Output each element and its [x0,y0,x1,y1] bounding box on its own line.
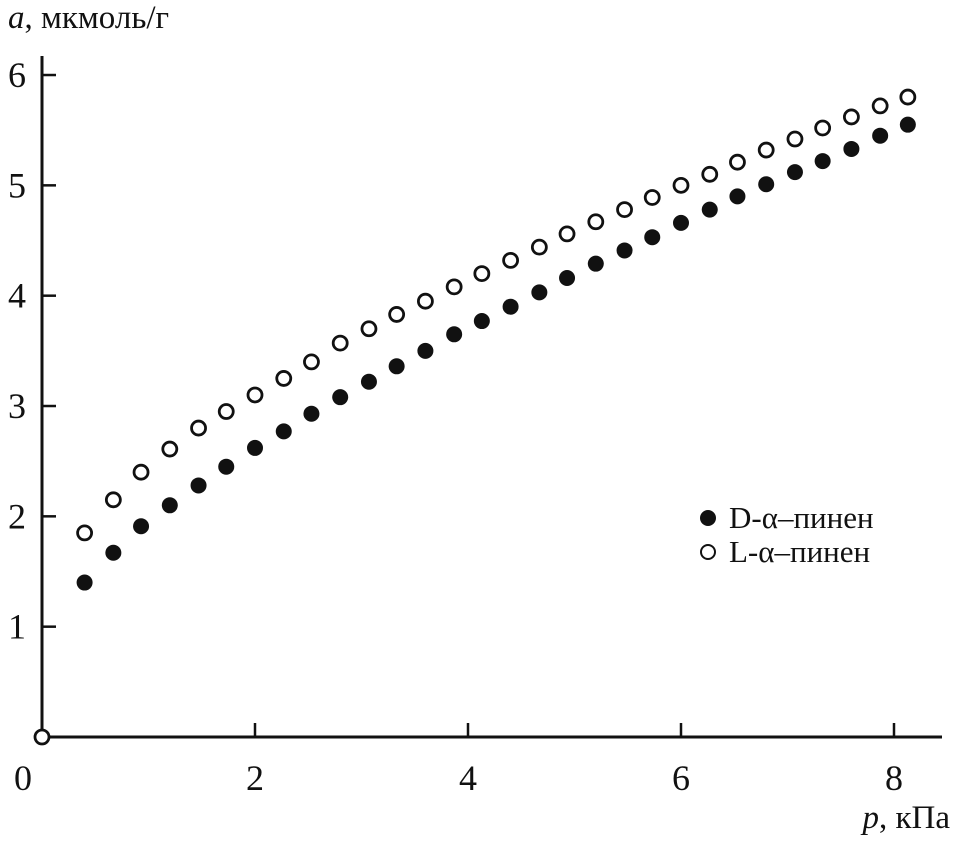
data-point-d-pinene [786,164,803,181]
y-tick-label: 4 [8,276,26,316]
data-point-l-pinene [843,108,860,126]
data-point-d-pinene [190,477,207,494]
data-point-d-pinene [644,229,661,246]
data-point-d-pinene [899,116,916,133]
y-tick-label: 5 [8,165,26,205]
data-point-l-pinene [871,97,889,115]
data-point-l-pinene [331,334,349,352]
y-tick-label: 2 [8,496,26,536]
data-point-l-pinene [217,403,235,420]
data-point-l-pinene [190,419,207,437]
data-point-d-pinene [843,140,860,157]
data-point-l-pinene [388,306,406,323]
data-point-d-pinene [247,439,263,456]
data-point-d-pinene [814,153,831,170]
data-point-d-pinene [729,188,746,205]
data-point-l-pinene [757,141,775,159]
x-tick-label: 2 [246,758,264,798]
x-tick-label: 4 [459,758,477,798]
data-point-d-pinene [531,284,548,301]
data-point-l-pinene [132,463,150,481]
x-tick-label: 8 [885,758,903,798]
data-point-d-pinene [473,313,490,330]
filled-circle-marker-icon [700,510,716,526]
data-point-l-pinene [814,119,832,137]
data-point-d-pinene [275,423,292,440]
data-point-d-pinene [105,544,122,561]
y-axis-title: a, мкмоль/г [8,0,169,37]
open-circle-marker-icon [700,544,716,560]
data-point-l-pinene [303,353,320,371]
data-point-d-pinene [872,127,889,144]
data-point-d-pinene [332,389,349,406]
legend-item-d-pinene: D-α–пинен [700,500,874,535]
data-point-d-pinene [133,518,150,535]
x-axis-unit: , кПа [878,800,950,836]
data-point-l-pinene [33,728,51,746]
data-point-l-pinene [530,238,548,256]
data-point-l-pinene [104,491,122,509]
data-point-d-pinene [417,342,434,359]
data-point-d-pinene [161,497,178,514]
data-point-l-pinene [473,265,491,283]
data-point-d-pinene [446,326,463,343]
data-point-l-pinene [786,130,804,148]
data-point-d-pinene [303,405,320,422]
data-point-l-pinene [360,320,378,338]
y-axis-variable: a [8,0,25,36]
data-point-d-pinene [587,255,604,272]
y-tick-label: 1 [8,607,26,647]
data-point-d-pinene [76,574,93,591]
data-point-l-pinene [161,440,179,458]
data-point-l-pinene [445,278,463,296]
data-point-l-pinene [899,88,917,106]
data-point-d-pinene [758,176,775,193]
y-tick-label: 6 [8,55,26,95]
data-point-l-pinene [643,189,661,206]
data-point-d-pinene [502,298,519,315]
data-point-l-pinene [729,153,746,171]
data-point-d-pinene [673,214,689,231]
legend-label-d-pinene: D-α–пинен [729,500,874,535]
data-point-d-pinene [559,270,576,287]
data-point-d-pinene [388,358,405,375]
x-axis-variable: p [862,800,879,836]
data-point-l-pinene [672,176,690,194]
data-point-l-pinene [76,524,93,542]
data-point-d-pinene [218,458,235,475]
data-point-d-pinene [701,201,718,218]
legend: D-α–пинен L-α–пинен [700,500,874,569]
data-point-d-pinene [616,242,633,259]
data-point-l-pinene [246,386,264,404]
data-point-l-pinene [502,251,520,269]
data-point-l-pinene [587,213,605,231]
data-point-l-pinene [275,370,293,387]
y-axis-unit: , мкмоль/г [24,0,170,36]
data-point-l-pinene [416,292,434,310]
legend-item-l-pinene: L-α–пинен [700,534,874,569]
x-axis-title: p, кПа [862,800,950,837]
data-point-l-pinene [616,201,633,219]
data-point-l-pinene [558,225,576,243]
y-tick-label: 3 [8,386,26,426]
data-point-l-pinene [701,165,719,183]
legend-label-l-pinene: L-α–пинен [729,534,871,569]
x-tick-label: 6 [672,758,690,798]
x-tick-label: 0 [14,758,32,798]
data-point-d-pinene [360,373,377,390]
